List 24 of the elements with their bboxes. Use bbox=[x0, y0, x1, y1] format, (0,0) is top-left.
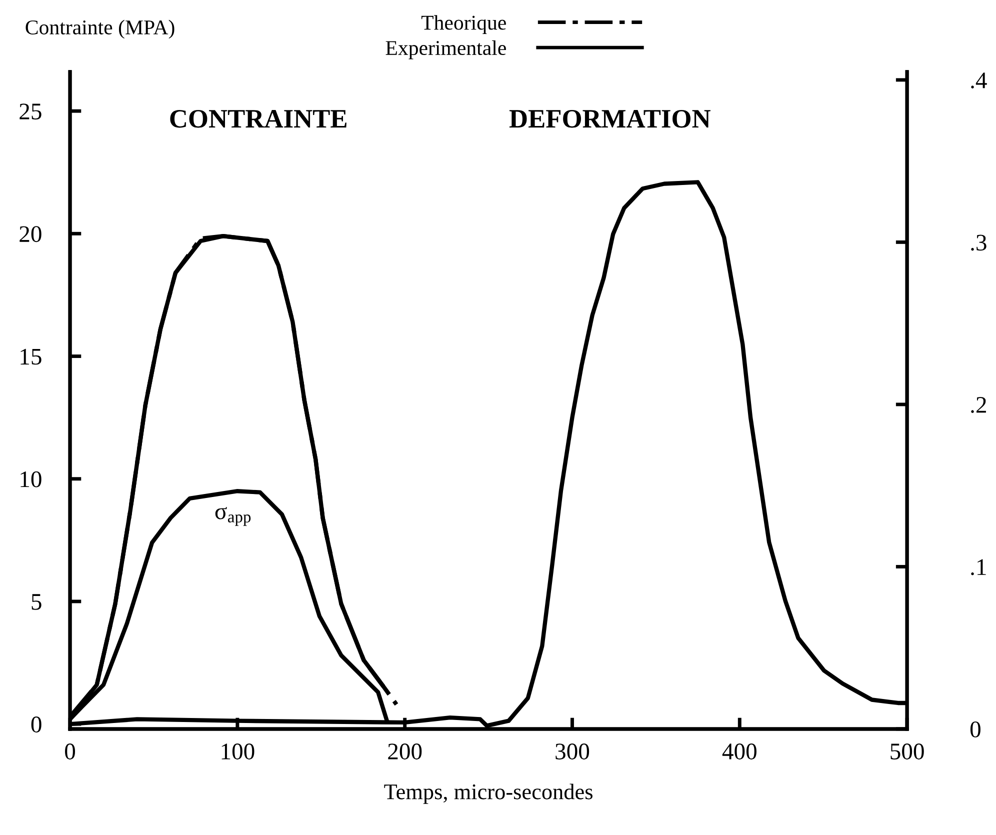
x-tick-label: 500 bbox=[890, 744, 924, 760]
annotation: σ$_{app}$ bbox=[215, 506, 251, 526]
legend-label: Experimentale bbox=[386, 40, 506, 60]
x-tick-label: 0 bbox=[65, 744, 76, 760]
y-tick-label: 20 bbox=[20, 226, 42, 242]
x-tick-label: 200 bbox=[388, 744, 422, 760]
y-tick-label: 5 bbox=[32, 594, 42, 610]
x-tick-label: 400 bbox=[722, 744, 756, 760]
y-axis-title: Contrainte (MPA) bbox=[26, 20, 174, 39]
x-tick-label: 300 bbox=[556, 744, 590, 760]
annotation: DEFORMATION bbox=[509, 110, 710, 128]
annotation: CONTRAINTE bbox=[170, 110, 346, 128]
y-tick-label: 15 bbox=[20, 348, 42, 365]
x-tick-label: 100 bbox=[222, 744, 254, 760]
y2-tick-label: 0 bbox=[970, 721, 980, 738]
legend-label: Theorique bbox=[421, 15, 506, 34]
y-tick-label: 0 bbox=[31, 716, 42, 732]
y2-tick-label: .1 bbox=[971, 559, 986, 576]
x-axis-title: Temps, micro-secondes bbox=[384, 784, 592, 804]
y2-tick-label: .4 bbox=[971, 72, 987, 88]
y2-tick-label: .3 bbox=[971, 234, 986, 251]
y-tick-label: 10 bbox=[20, 471, 42, 488]
y2-tick-label: .2 bbox=[971, 396, 986, 413]
y-tick-label: 25 bbox=[20, 104, 42, 120]
